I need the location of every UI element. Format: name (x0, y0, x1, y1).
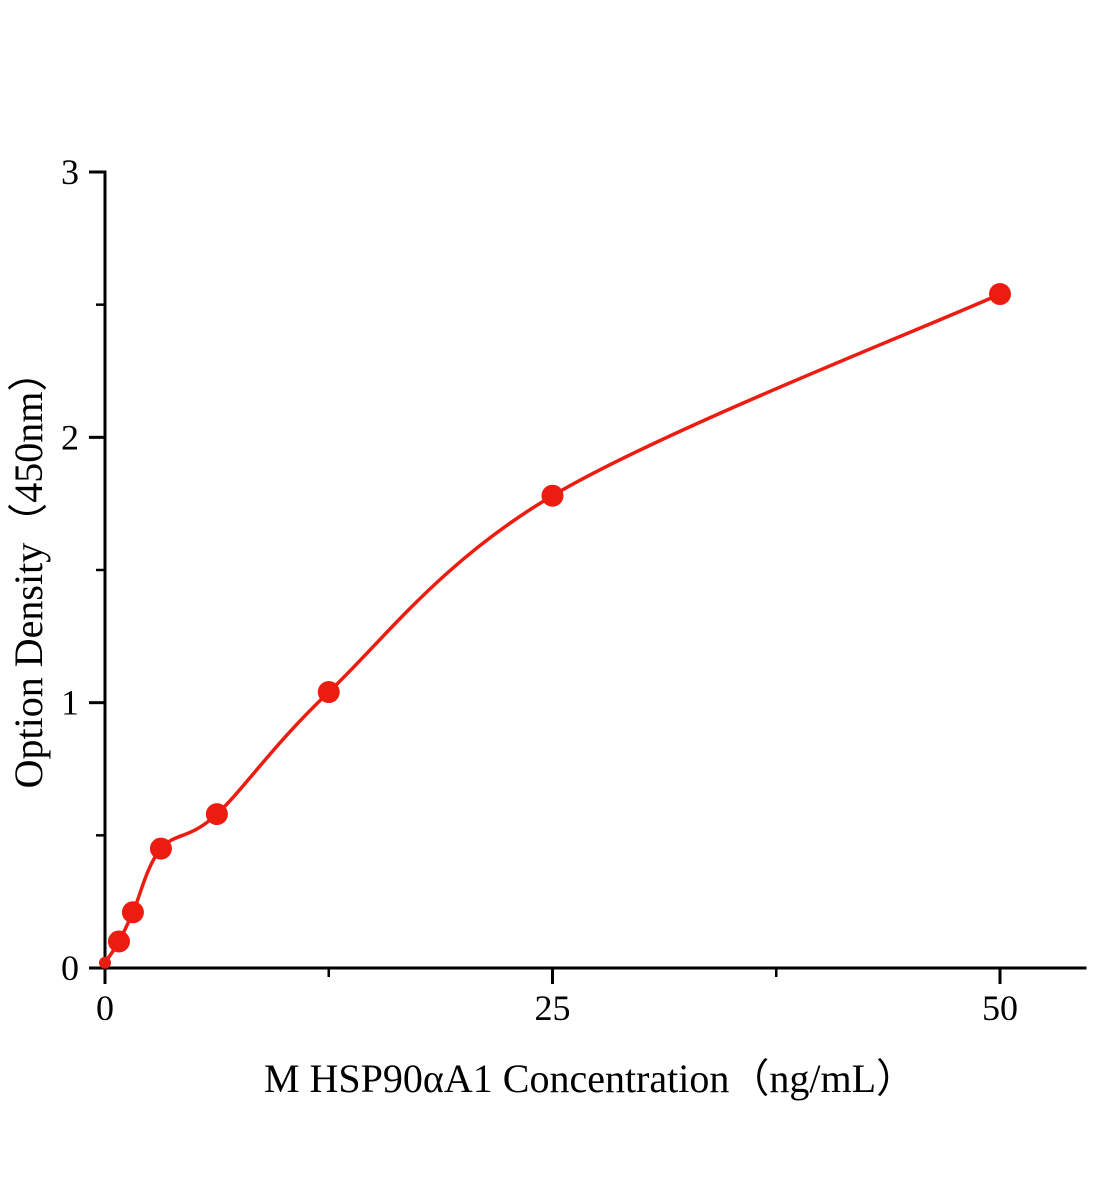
data-point (317, 681, 340, 704)
y-tick-label: 1 (61, 683, 79, 723)
tick-marks (89, 170, 1002, 984)
y-tick-label: 0 (61, 948, 79, 988)
x-tick-label: 0 (96, 988, 114, 1028)
data-point (121, 901, 144, 924)
data-point (989, 283, 1011, 306)
tick-labels: 0 25 50 0 1 2 3 (61, 152, 1018, 1028)
fit-curve (103, 292, 1002, 965)
data-point (99, 956, 111, 969)
x-tick-label: 25 (535, 988, 571, 1028)
data-point (149, 837, 172, 860)
x-axis-label: M HSP90αA1 Concentration（ng/mL） (264, 1056, 916, 1101)
axes (103, 170, 1087, 970)
data-point (541, 484, 564, 507)
data-point (205, 803, 228, 826)
x-tick-label: 50 (982, 988, 1018, 1028)
y-tick-label: 2 (61, 417, 79, 457)
y-tick-label: 3 (61, 152, 79, 192)
data-series (99, 283, 1011, 969)
data-point (107, 930, 130, 953)
axis-lines (103, 170, 1087, 970)
y-axis-label: Option Density（450nm） (6, 352, 51, 789)
